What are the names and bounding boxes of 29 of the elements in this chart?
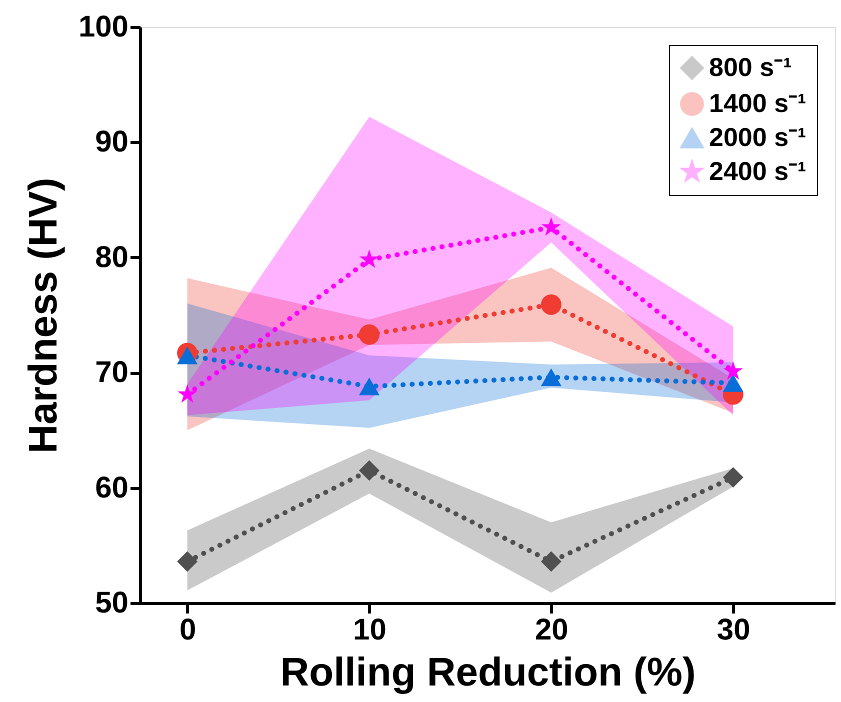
y-tick-label: 80	[95, 240, 128, 274]
point	[358, 460, 380, 481]
point	[723, 361, 743, 380]
point	[177, 551, 198, 572]
point	[722, 374, 744, 392]
x-tick-label: 20	[534, 614, 568, 646]
x-tick-label: 30	[716, 614, 750, 646]
y-tick-label: 100	[78, 10, 128, 44]
point	[358, 324, 380, 345]
y-tick-label: 50	[95, 586, 128, 620]
point	[540, 294, 562, 315]
y-tick-label: 60	[95, 471, 128, 504]
point	[359, 249, 379, 268]
point	[177, 346, 198, 364]
y-tick-label: 70	[95, 356, 128, 390]
x-tick-label: 0	[179, 614, 196, 646]
point	[541, 217, 561, 236]
point	[540, 551, 562, 572]
legend-label: 2000 s⁻¹	[709, 122, 806, 152]
legend-label: 800 s⁻¹	[709, 52, 792, 82]
legend-label: 1400 s⁻¹	[709, 88, 806, 118]
point	[722, 467, 744, 488]
y-tick-label: 90	[95, 126, 128, 159]
point	[358, 378, 380, 396]
x-tick-label: 10	[353, 614, 386, 646]
x-axis-title: Rolling Reduction (%)	[280, 650, 696, 694]
legend-label: 2400 s⁻¹	[709, 156, 806, 186]
y-axis-title: Hardness (HV)	[21, 178, 66, 454]
point	[178, 384, 198, 403]
